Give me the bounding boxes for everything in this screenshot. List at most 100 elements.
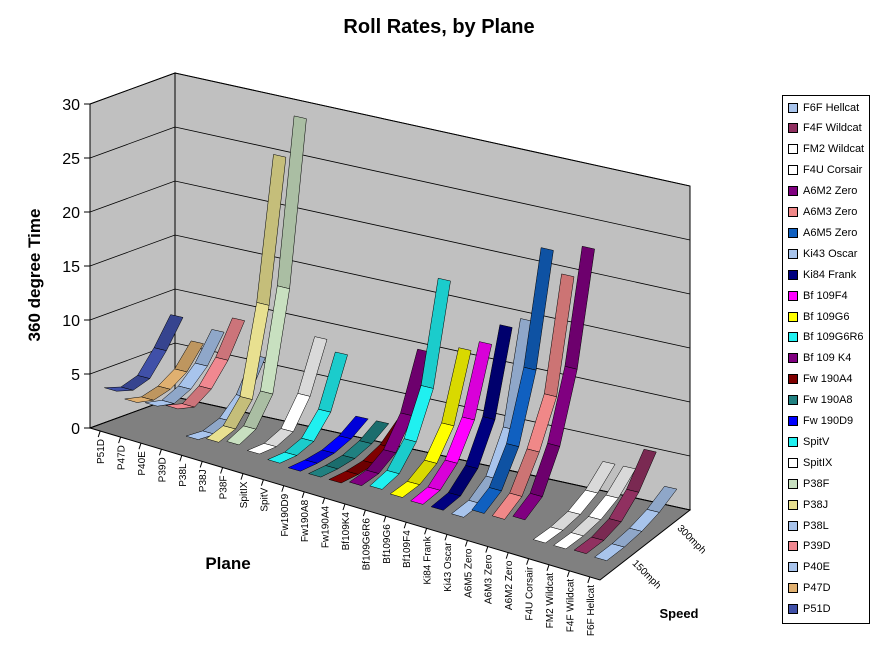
x-tick <box>199 461 203 468</box>
x-tick-label: Fw190D9 <box>280 493 291 536</box>
legend-swatch <box>788 604 798 615</box>
series-segment <box>246 443 278 455</box>
legend-label: F4U Corsair <box>803 164 863 177</box>
legend-swatch <box>788 207 798 217</box>
series-a6m5-zero <box>471 247 554 514</box>
legend-label: Fw 190D9 <box>803 415 854 427</box>
series-segment <box>266 451 298 464</box>
series-bf109g6 <box>389 347 472 498</box>
y-tick-label: 5 <box>71 367 80 384</box>
y-tick-label: 0 <box>71 421 80 438</box>
series-p39d <box>165 317 246 410</box>
legend-swatch <box>788 311 798 322</box>
x-tick <box>546 564 550 571</box>
legend-label: P38J <box>803 498 829 511</box>
x-tick-label: A6M3 Zero <box>484 554 495 604</box>
legend-item: A6M3 Zero <box>788 204 857 221</box>
series-p38j <box>205 154 287 443</box>
legend-item: SpitV <box>788 433 829 450</box>
legend-item: F4U Corsair <box>788 162 862 179</box>
series-layer <box>104 115 678 561</box>
legend-swatch <box>788 248 798 259</box>
x-tick <box>118 436 122 444</box>
series-segment <box>553 532 584 550</box>
x-tick <box>281 485 285 492</box>
x-tick <box>342 503 346 511</box>
series-p40e <box>145 329 225 407</box>
legend-item: A6M2 Zero <box>788 183 857 200</box>
x-tick <box>566 570 570 578</box>
legend-swatch <box>788 374 798 385</box>
legend-label: A6M5 Zero <box>803 226 858 239</box>
legend-label: Ki43 Oscar <box>803 247 858 260</box>
legend-item: FM2 Wildcat <box>788 141 864 158</box>
legend-swatch <box>788 144 798 155</box>
series-fw190a8 <box>307 420 390 478</box>
legend-swatch <box>788 290 798 301</box>
x-tick <box>403 522 407 529</box>
x-tick-label: Bf109K4 <box>341 512 352 551</box>
legend-swatch <box>788 186 798 197</box>
series-bf109f4 <box>410 341 492 505</box>
x-tick <box>587 576 591 584</box>
x-tick <box>301 491 305 498</box>
x-tick <box>505 552 509 559</box>
y-tick-label: 20 <box>62 205 80 222</box>
legend-swatch <box>788 123 798 134</box>
series-ki84-frank <box>430 324 513 511</box>
legend-swatch <box>788 416 798 426</box>
legend-label: SpitV <box>803 435 830 448</box>
x-tick <box>444 534 448 541</box>
legend-swatch <box>788 269 798 280</box>
chart-title: Roll Rates, by Plane <box>343 16 535 38</box>
y-tick-label: 30 <box>62 97 80 114</box>
series-segment <box>165 403 195 410</box>
legend-label: Fw 190A4 <box>803 373 853 386</box>
legend-item: P38L <box>788 517 829 534</box>
series-segment <box>124 396 154 403</box>
x-tick-label: F6F Hellcat <box>586 585 597 636</box>
x-tick-label: P47D <box>117 445 128 470</box>
x-tick <box>383 516 387 523</box>
series-segment <box>205 425 237 443</box>
legend-item: Bf 109F4 <box>788 287 848 304</box>
series-bf109g6r6 <box>369 277 451 490</box>
x-tick <box>97 430 101 438</box>
speed-tick-label: 300mph <box>675 523 708 556</box>
x-tick-label: SpitV <box>259 487 270 511</box>
legend-item: Bf 109G6 <box>788 308 849 325</box>
legend-label: A6M3 Zero <box>803 206 858 218</box>
x-tick-label: P39D <box>157 457 168 482</box>
legend-swatch <box>788 353 798 364</box>
legend-swatch <box>788 227 798 238</box>
legend-label: P40E <box>803 561 830 574</box>
x-tick-label: Bf109G6R6 <box>361 518 372 571</box>
legend-swatch <box>788 436 798 447</box>
legend-swatch <box>788 332 798 343</box>
legend-swatch <box>788 457 798 468</box>
legend-item: P38F <box>788 475 829 492</box>
series-segment <box>491 492 523 520</box>
y-tick-label: 25 <box>62 151 80 168</box>
legend-item: Ki84 Frank <box>788 266 856 283</box>
legend-item: Ki43 Oscar <box>788 245 857 262</box>
legend-swatch <box>788 395 798 406</box>
x-tick-label: P40E <box>137 451 148 476</box>
series-a6m2-zero <box>512 245 595 521</box>
x-tick-label: P38J <box>198 469 209 492</box>
series-p47d <box>124 340 204 403</box>
legend-item: Bf 109G6R6 <box>788 329 864 346</box>
series-p51d <box>104 314 184 392</box>
x-tick <box>464 540 468 547</box>
series-segment <box>430 492 462 511</box>
legend-swatch <box>788 165 798 176</box>
x-tick <box>260 479 264 486</box>
series-segment <box>287 459 319 472</box>
legend-item: Fw 190A8 <box>788 392 853 409</box>
legend-label: A6M2 Zero <box>803 185 858 198</box>
legend-label: Bf 109 K4 <box>803 352 852 365</box>
x-tick <box>424 528 428 535</box>
x-tick-label: Fw190A4 <box>321 505 332 548</box>
y-axis-title: 360 degree Time <box>25 209 44 342</box>
